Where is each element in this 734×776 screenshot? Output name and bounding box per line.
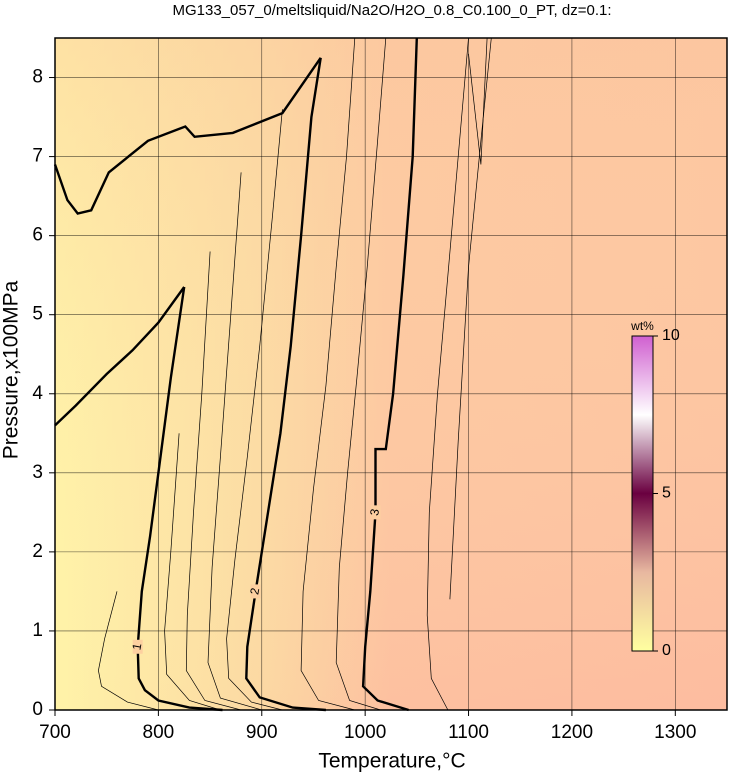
contour-line — [53, 57, 322, 215]
contour-line — [300, 37, 356, 711]
contour-line — [361, 37, 418, 712]
contour-label-bg — [250, 584, 261, 599]
contour-label: 1 — [129, 642, 144, 651]
chart-title: MG133_057_0/meltsliquid/Na2O/H2O_0.8_C0.… — [172, 2, 611, 19]
y-tick-label: 6 — [32, 225, 43, 246]
colorbar — [631, 335, 654, 652]
plot-area: 1 2 3 — [53, 37, 727, 712]
contour-line — [468, 37, 488, 165]
x-axis-title: Temperature,°C — [318, 750, 465, 773]
colorbar-tick-label: 0 — [662, 642, 671, 659]
x-tick-label: 1200 — [551, 722, 593, 743]
colorbar-label: wt% — [630, 319, 654, 333]
contour-line — [226, 109, 283, 711]
y-tick-label: 4 — [32, 383, 43, 404]
colorbar-tick-label: 10 — [662, 327, 680, 344]
x-tick-label: 1100 — [448, 722, 489, 743]
y-tick-label: 2 — [32, 541, 43, 562]
x-tick-label: 900 — [246, 722, 278, 743]
plot-frame — [54, 37, 728, 711]
y-tick-label: 5 — [32, 304, 43, 325]
contour-line — [164, 433, 221, 711]
y-tick-label: 8 — [32, 67, 43, 88]
y-tick-label: 7 — [32, 146, 43, 167]
x-tick-label: 1000 — [344, 722, 386, 743]
y-tick-label: 3 — [32, 462, 43, 483]
contour-label-bg — [370, 505, 381, 520]
contour-label: 3 — [367, 507, 382, 516]
colorbar-tick-label: 5 — [662, 485, 671, 502]
contour-line — [54, 286, 186, 427]
y-tick-label: 1 — [32, 620, 43, 641]
x-tick-label: 800 — [143, 722, 175, 743]
contour-label: 2 — [247, 586, 262, 595]
contour-label-bg — [132, 639, 143, 654]
x-tick-label: 700 — [39, 722, 71, 743]
y-axis-title: Pressure,x100MPa — [0, 280, 23, 459]
x-tick-label: 1300 — [654, 722, 696, 743]
contour-line — [426, 37, 469, 711]
y-tick-label: 0 — [32, 699, 43, 720]
